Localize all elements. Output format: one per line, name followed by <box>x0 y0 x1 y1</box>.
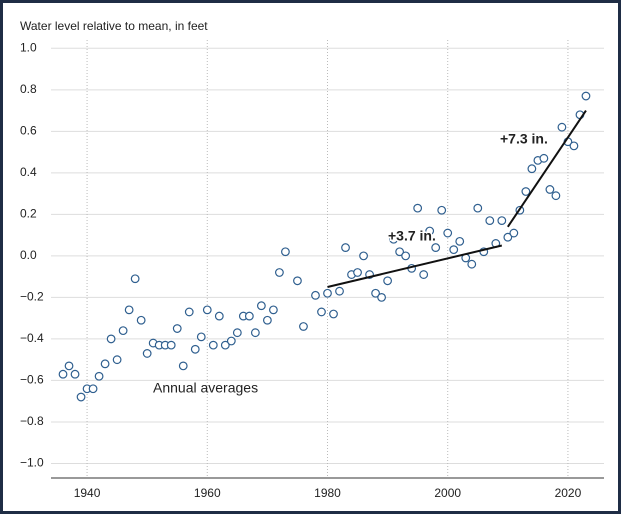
point <box>88 384 98 394</box>
point <box>226 336 236 346</box>
point <box>118 326 128 336</box>
point <box>425 226 435 236</box>
point <box>527 164 537 174</box>
point <box>293 276 302 286</box>
point <box>431 243 441 252</box>
x-tick-label: 2000 <box>434 486 461 500</box>
point <box>419 270 429 279</box>
point <box>359 251 368 261</box>
point <box>395 247 405 257</box>
point <box>557 122 567 132</box>
point <box>58 369 68 379</box>
point <box>262 315 272 325</box>
x-tick-label: 1960 <box>194 486 221 500</box>
point <box>281 247 290 257</box>
point <box>485 216 495 225</box>
point <box>70 369 80 379</box>
y-tick-label: 0.6 <box>20 124 37 138</box>
y-tick-label: −0.6 <box>20 373 44 387</box>
point <box>94 371 104 381</box>
point <box>467 259 477 269</box>
point <box>371 288 380 298</box>
series-label: Annual averages <box>153 380 258 396</box>
point <box>214 311 224 321</box>
point <box>76 392 86 402</box>
point <box>311 290 320 300</box>
point <box>106 334 116 344</box>
point <box>220 340 230 350</box>
point <box>473 203 483 213</box>
point <box>539 153 549 163</box>
point <box>353 268 362 277</box>
point <box>142 349 152 358</box>
point <box>383 276 393 286</box>
point <box>551 191 561 201</box>
point <box>377 293 386 302</box>
trend-label: +7.3 in. <box>500 131 548 147</box>
point <box>449 245 459 255</box>
x-tick-label: 1980 <box>314 486 341 500</box>
point <box>100 359 110 369</box>
point <box>329 309 338 319</box>
trend-label: +3.7 in. <box>388 228 436 244</box>
point <box>250 328 260 338</box>
point <box>232 328 242 338</box>
y-tick-label: 0.0 <box>20 248 37 262</box>
trend-line <box>506 110 587 228</box>
y-tick-label: −0.8 <box>20 414 44 428</box>
point <box>317 307 326 317</box>
point <box>581 91 591 101</box>
point <box>389 234 399 244</box>
point <box>112 355 122 365</box>
point <box>208 340 218 350</box>
point <box>299 322 308 331</box>
point <box>509 228 519 238</box>
point <box>335 286 344 296</box>
point <box>545 185 555 194</box>
point <box>190 344 200 354</box>
y-tick-label: 0.2 <box>20 207 37 221</box>
point <box>503 232 513 242</box>
point <box>64 361 74 371</box>
point <box>124 305 134 315</box>
point <box>244 311 254 321</box>
point <box>341 243 350 252</box>
point <box>413 203 423 213</box>
point <box>136 315 146 325</box>
point <box>172 324 182 333</box>
y-axis-label: Water level relative to mean, in feet <box>20 19 208 33</box>
point <box>275 268 284 277</box>
point <box>497 216 507 225</box>
point <box>256 301 266 311</box>
y-tick-label: −1.0 <box>20 456 44 470</box>
point <box>521 187 531 196</box>
trend-line <box>327 244 503 288</box>
x-tick-label: 1940 <box>74 486 101 500</box>
y-tick-label: 0.4 <box>20 165 37 179</box>
point <box>269 305 278 315</box>
point <box>443 228 453 238</box>
y-tick-label: 1.0 <box>20 40 37 54</box>
y-tick-label: −0.4 <box>20 331 44 345</box>
point <box>184 307 194 317</box>
x-tick-label: 2020 <box>555 486 582 500</box>
point <box>130 274 140 284</box>
y-tick-label: −0.2 <box>20 290 44 304</box>
point <box>166 340 176 350</box>
point <box>569 141 579 151</box>
point <box>401 251 411 261</box>
point <box>178 361 188 371</box>
point <box>323 288 332 298</box>
point <box>437 205 447 215</box>
y-tick-label: 0.8 <box>20 82 37 96</box>
point <box>455 236 465 246</box>
point <box>202 305 212 315</box>
point <box>196 332 206 342</box>
